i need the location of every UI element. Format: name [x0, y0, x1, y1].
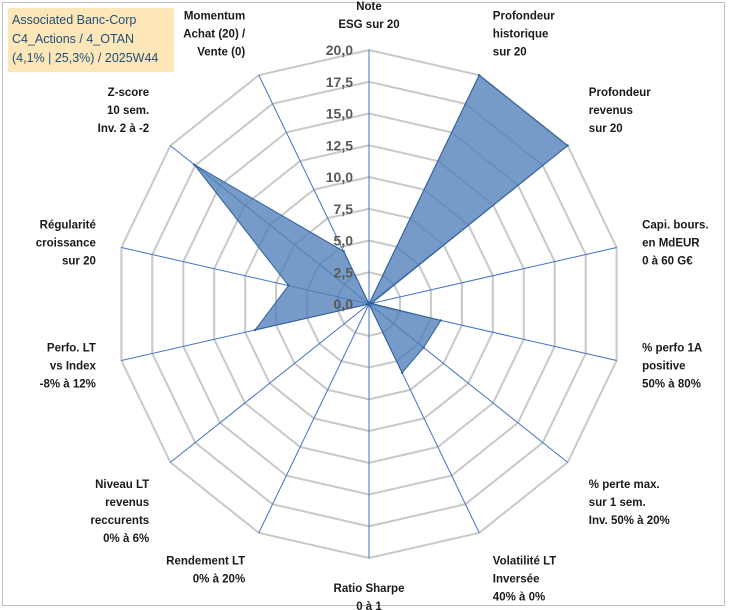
axis-label-line: Achat (20) /: [183, 28, 246, 40]
data-point-4: [439, 319, 442, 322]
axis-label-2: Profondeur revenus sur 20: [589, 87, 651, 135]
axis-label-line: Z-score: [108, 87, 150, 99]
axis-label-8: Rendement LT 0% à 20%: [166, 556, 245, 586]
axis-label-line: % perte max.: [589, 479, 660, 491]
data-point-1: [478, 74, 481, 77]
data-point-5: [422, 346, 425, 349]
axis-label-line: Inversée: [493, 574, 540, 586]
axis-label-line: Momentum: [184, 10, 245, 22]
axis-label-line: Profondeur: [493, 10, 555, 22]
axis-label-line: 10 sem.: [107, 105, 149, 117]
axis-label-line: 0 à 1: [356, 601, 382, 610]
radial-tick-labels: 0,0 2,5 5,0 7,5 10,0 12,5 15,0 17,5 20,0: [326, 42, 353, 312]
axis-label-line: sur 20: [493, 46, 527, 58]
axis-label-line: reccurents: [90, 515, 149, 527]
axis-label-line: Note: [356, 1, 382, 13]
axis-label-line: 40% à 0%: [493, 592, 545, 604]
axis-label-line: Volatilité LT: [493, 556, 556, 568]
axis-label-line: Perfo. LT: [47, 342, 96, 354]
data-point-9: [367, 302, 371, 306]
radar-series: [193, 74, 569, 374]
axis-labels: Note ESG sur 20 Profondeur historique sur 20…: [36, 1, 709, 610]
chart-title-box: Associated Banc-Corp C4_Actions / 4_OTAN…: [8, 8, 174, 72]
axis-label-line: 0% à 6%: [103, 533, 149, 545]
axis-label-line: 50% à 80%: [642, 378, 701, 390]
axis-label-line: en MdEUR: [642, 238, 700, 250]
axis-label-11: Régularité croissance sur 20: [36, 220, 96, 268]
axis-label-line: vs Index: [50, 360, 97, 372]
tick-label: 2,5: [334, 264, 354, 280]
axis-label-line: % perfo 1A: [642, 342, 702, 354]
axis-label-5: % perte max. sur 1 sem. Inv. 50% à 20%: [589, 479, 670, 527]
axis-label-10: Perfo. LT vs Index -8% à 12%: [40, 342, 97, 390]
data-point-11: [287, 284, 290, 287]
tick-label: 10,0: [326, 169, 353, 185]
axis-label-line: sur 20: [62, 256, 96, 268]
tick-label: 17,5: [326, 74, 353, 90]
axis-label-line: croissance: [36, 238, 96, 250]
axis-label-line: Inv. 50% à 20%: [589, 515, 670, 527]
tick-label: 15,0: [326, 106, 353, 122]
axis-label-7: Ratio Sharpe 0 à 1: [334, 583, 405, 610]
data-point-12: [193, 163, 196, 166]
axis-spoke-8: [258, 303, 370, 534]
axis-label-line: -8% à 12%: [40, 378, 96, 390]
axis-label-line: sur 20: [589, 123, 623, 135]
axis-label-line: Vente (0): [197, 46, 245, 58]
axis-label-0: Note ESG sur 20: [338, 1, 399, 31]
axis-label-line: ESG sur 20: [338, 19, 399, 31]
axis-label-line: Capi. bours.: [642, 220, 708, 232]
axis-label-12: Z-score 10 sem. Inv. 2 à -2: [98, 87, 150, 135]
axis-label-line: historique: [493, 28, 549, 40]
axis-label-line: Régularité: [40, 220, 96, 232]
axis-label-line: Inv. 2 à -2: [98, 123, 150, 135]
data-point-3: [370, 302, 373, 305]
company-name: Associated Banc-Corp: [12, 13, 137, 27]
axis-label-line: Profondeur: [589, 87, 651, 99]
axis-spoke-3: [368, 247, 617, 305]
data-point-10: [253, 328, 257, 332]
category-line: C4_Actions / 4_OTAN: [12, 32, 135, 46]
tick-label: 5,0: [334, 233, 354, 249]
axis-label-13: Momentum Achat (20) / Vente (0): [183, 10, 246, 58]
axis-label-line: 0% à 20%: [193, 574, 245, 586]
axis-label-1: Profondeur historique sur 20: [493, 10, 555, 58]
tick-label: 12,5: [326, 137, 353, 153]
axis-label-9: Niveau LT revenus reccurents 0% à 6%: [90, 479, 149, 545]
axis-label-4: % perfo 1A positive 50% à 80%: [642, 342, 702, 390]
axis-spoke-9: [170, 303, 370, 463]
tick-label: 0,0: [334, 296, 354, 312]
axis-label-line: Niveau LT: [95, 479, 149, 491]
data-point-13: [342, 250, 345, 253]
data-point-6: [400, 371, 404, 374]
axis-label-line: sur 1 sem.: [589, 497, 646, 509]
tick-label: 20,0: [326, 42, 353, 58]
axis-label-line: revenus: [105, 497, 149, 509]
series-area: [193, 74, 569, 374]
axis-label-line: Ratio Sharpe: [334, 583, 405, 595]
stats-line: (4,1% | 25,3%) / 2025W44: [12, 51, 159, 65]
data-point-2: [566, 144, 569, 147]
axis-label-line: Rendement LT: [166, 556, 245, 568]
tick-label: 7,5: [334, 201, 354, 217]
axis-label-line: revenus: [589, 105, 633, 117]
axis-label-6: Volatilité LT Inversée 40% à 0%: [493, 556, 556, 604]
axis-label-line: positive: [642, 360, 685, 372]
axis-label-line: 0 à 60 G€: [642, 256, 693, 268]
axis-label-3: Capi. bours. en MdEUR 0 à 60 G€: [642, 220, 708, 268]
